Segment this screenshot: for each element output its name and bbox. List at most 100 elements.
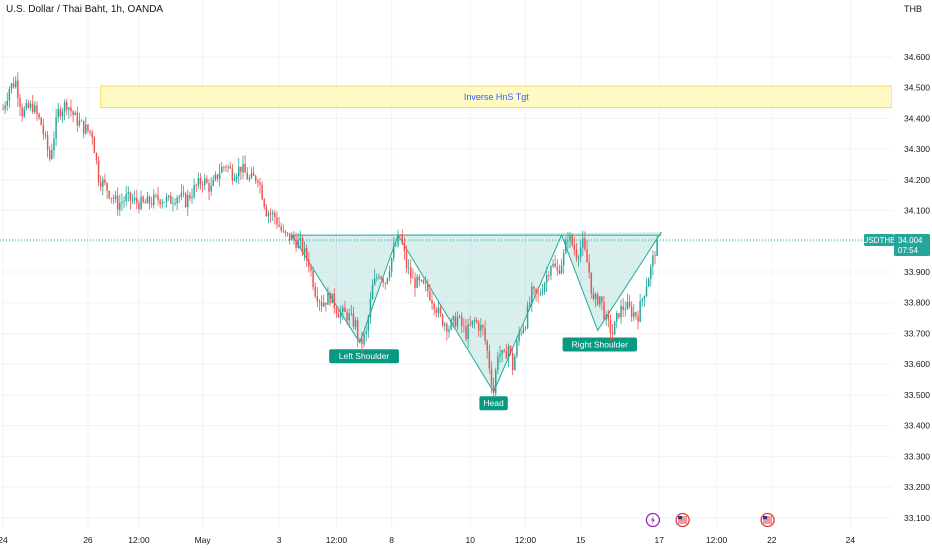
candle [359,338,361,343]
y-tick-label: 34.600 [904,52,930,62]
candle [250,167,253,180]
candle [110,197,113,204]
candle [170,192,172,204]
candle [163,201,166,204]
candle [639,293,641,323]
candle [187,189,189,216]
candle [482,323,484,336]
candle [95,152,98,165]
candle [441,313,444,328]
candle [129,191,132,210]
y-tick-label: 34.400 [904,113,930,123]
pattern-fill [291,232,662,392]
candle [499,345,501,364]
candle [420,279,423,283]
y-tick-label: 33.100 [904,513,930,523]
pattern-label: Right Shoulder [562,337,637,352]
x-tick-label: 26 [83,535,93,545]
candle [507,343,510,368]
candle [565,236,567,254]
candle [221,161,223,174]
candle [616,310,618,329]
candle [539,288,542,297]
candle [452,315,454,328]
x-tick-label: 10 [466,535,476,545]
candle [14,76,17,89]
lightning-icon[interactable] [645,512,661,528]
candle [571,233,573,247]
candle [25,98,28,111]
candle [155,193,157,199]
candle [44,131,47,140]
candle [590,272,593,299]
candle [218,163,221,187]
candle [592,287,595,301]
candle [503,348,505,353]
candle [550,264,552,281]
candle [635,311,637,320]
candle [369,291,372,325]
candle [208,179,210,201]
candle [244,155,246,173]
candle [431,292,433,310]
us-flag-icon[interactable] [760,512,775,528]
candle [237,157,240,185]
time-axis[interactable]: 24 26 12:00 May 3 12:00 8 10 12:00 15 17 12:00 22 24 [0,528,892,550]
candle [380,275,382,281]
candle [288,233,291,245]
candle [450,317,452,331]
candle [286,232,289,237]
candle [93,135,96,154]
candle [329,291,331,306]
hns-pattern: Left Shoulder Head Right Shoulder [291,231,662,411]
candle [620,299,622,324]
y-tick-label: 33.800 [904,298,930,308]
candle [123,196,125,209]
candle [533,285,535,296]
pattern-label-text: Right Shoulder [572,340,628,350]
candle [463,318,465,333]
candle [240,166,242,180]
y-tick-label: 33.900 [904,267,930,277]
candle [197,172,200,189]
candle [271,209,274,221]
y-tick-label: 34.300 [904,144,930,154]
candle [305,244,308,267]
candle [82,120,85,139]
candle [8,86,11,108]
candle [223,165,225,172]
candle [165,193,168,208]
candle [448,325,450,338]
candle [231,163,234,185]
candle [267,210,270,224]
candle [609,314,612,342]
candle [46,131,49,158]
candle [543,281,546,295]
x-tick-label: 12:00 [128,535,150,545]
candle [388,266,391,282]
candle [618,312,620,319]
candle [114,190,117,203]
candle [514,353,516,371]
candle [584,231,586,252]
candle [295,232,297,252]
candle [68,106,70,119]
candle [159,198,161,209]
candle [150,196,153,208]
us-flag-icon[interactable] [675,512,690,528]
candle [320,295,323,313]
candle [537,286,539,303]
candle [48,145,51,162]
pattern-label: Head [479,396,508,411]
y-tick-label: 33.700 [904,328,930,338]
candle [78,112,81,128]
y-tick-label: 34.100 [904,206,930,216]
candle [645,278,648,298]
price-axis[interactable]: 34.600 34.500 34.400 34.300 34.200 34.100 34.0… [892,0,932,550]
candle [365,325,367,342]
candle [613,321,616,335]
candle [229,162,231,170]
candle [282,224,285,234]
